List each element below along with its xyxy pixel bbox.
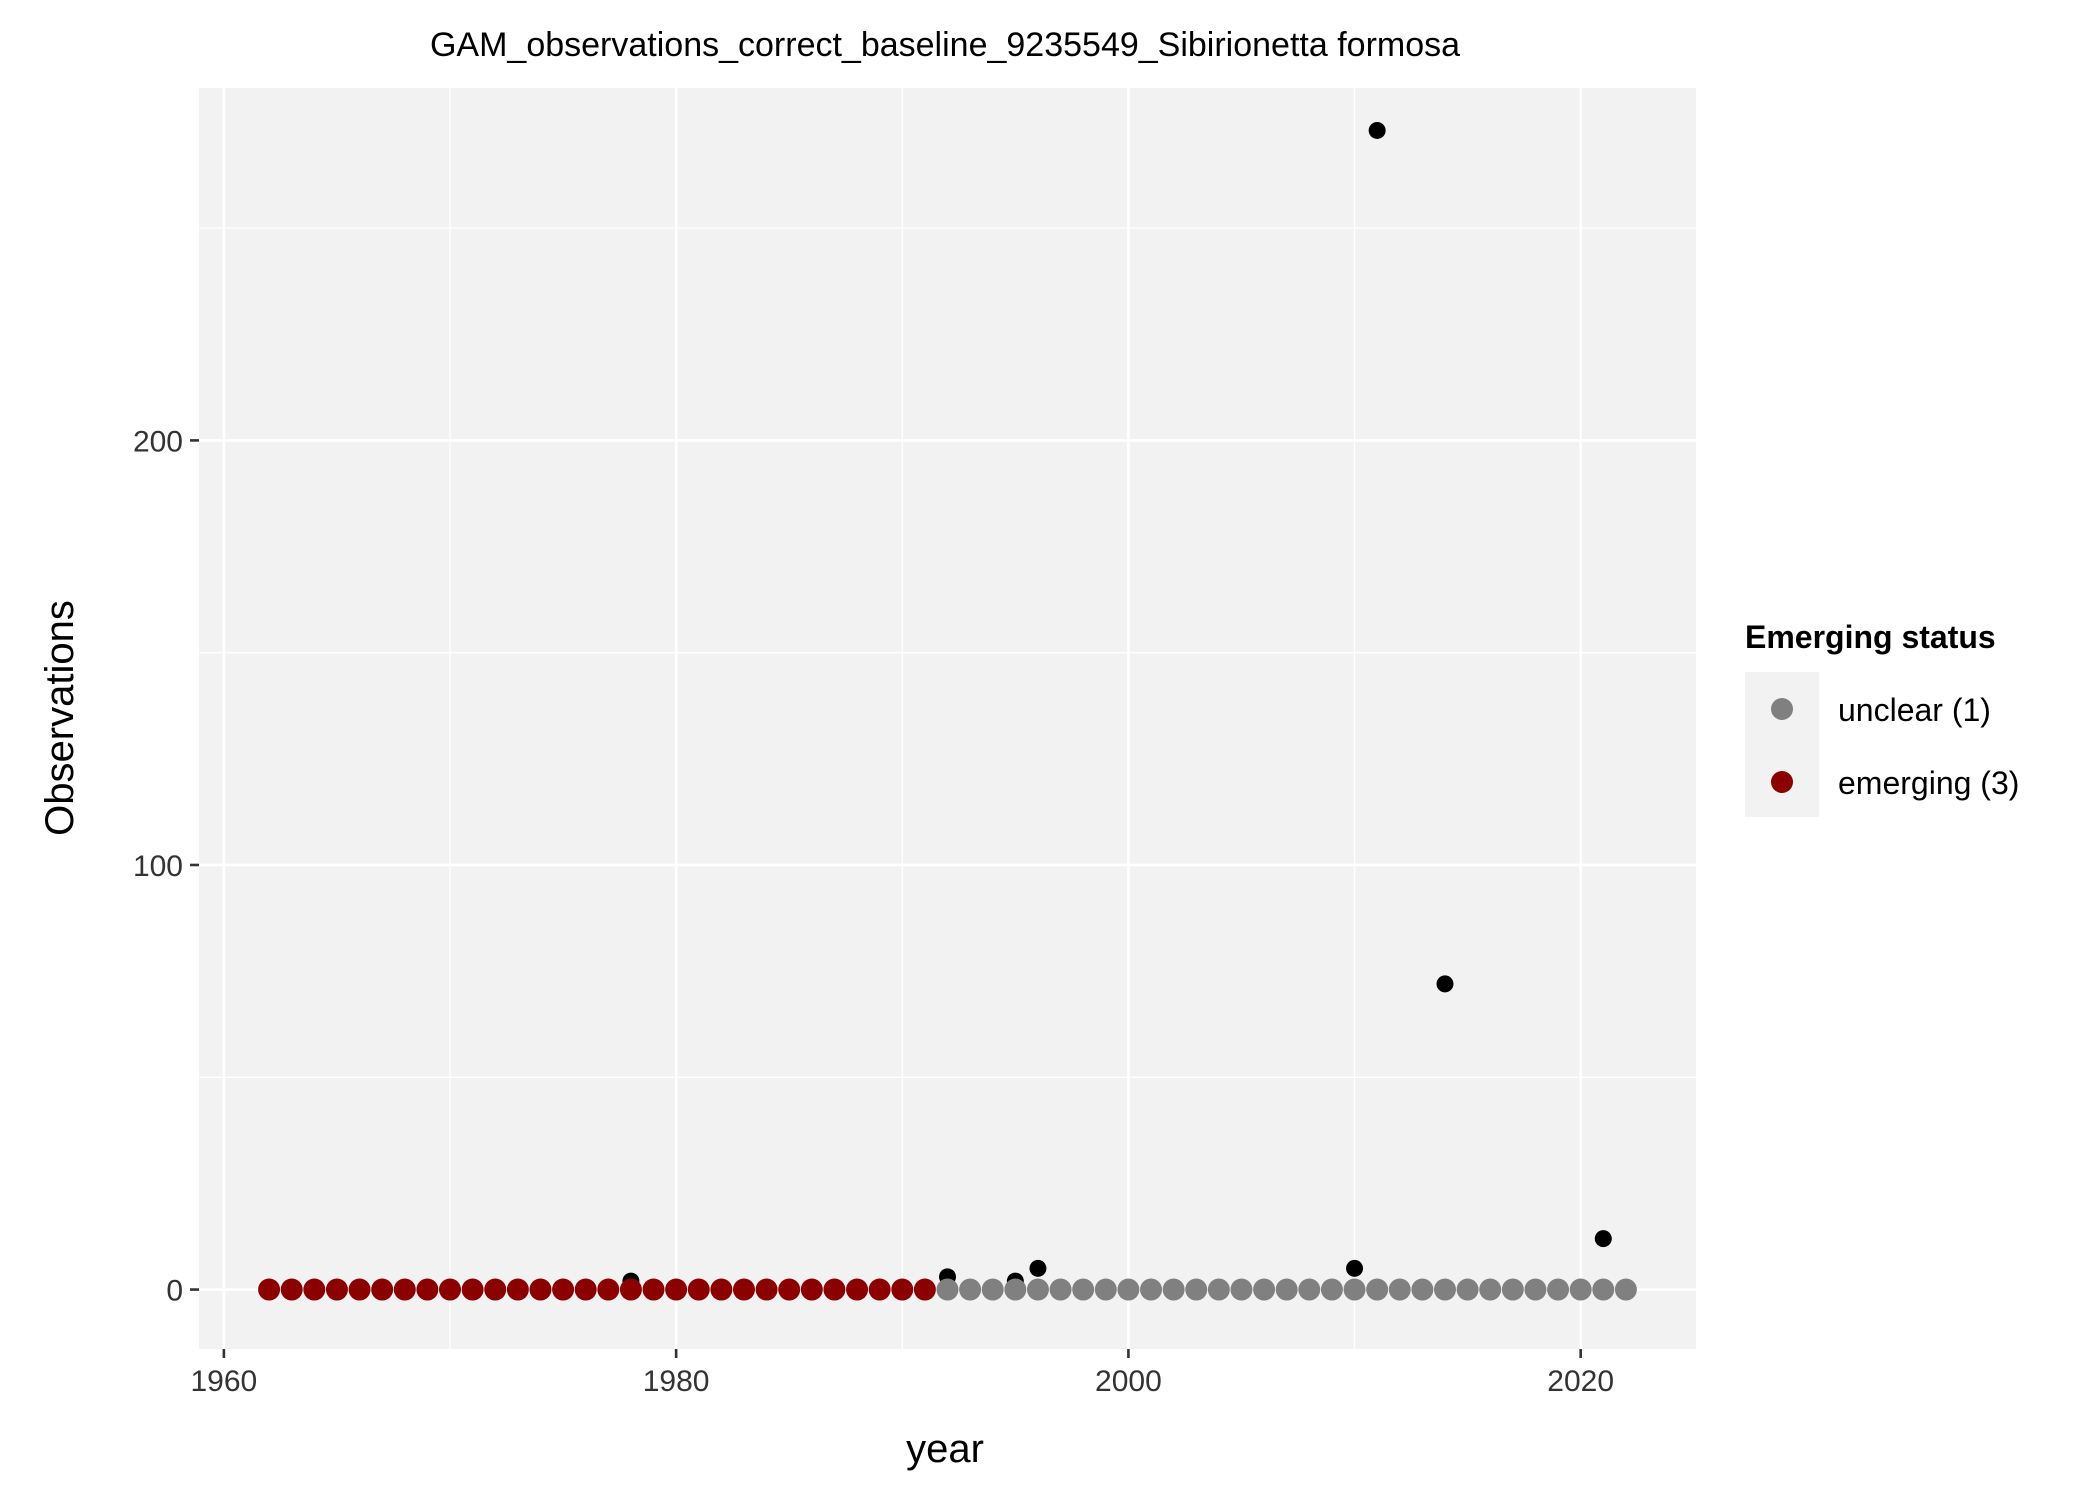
emerging-point xyxy=(348,1278,371,1301)
emerging-point xyxy=(800,1278,823,1301)
emerging-point xyxy=(846,1278,869,1301)
x-tick-label: 2000 xyxy=(1095,1365,1162,1398)
x-tick-label: 1980 xyxy=(643,1365,710,1398)
y-axis-title: Observations xyxy=(38,600,82,836)
y-tick-label: 100 xyxy=(133,850,183,883)
observed-point xyxy=(1368,121,1386,139)
unclear-point xyxy=(1592,1278,1615,1301)
axes: 1960 1980 2000 2020 0 100 200 xyxy=(133,425,1614,1398)
unclear-point xyxy=(1456,1278,1479,1301)
unclear-point xyxy=(1004,1278,1027,1301)
emerging-point xyxy=(461,1278,484,1301)
emerging-point xyxy=(642,1278,665,1301)
unclear-point xyxy=(1343,1278,1366,1301)
legend-key-unclear xyxy=(1771,698,1793,720)
legend-label-emerging: emerging (3) xyxy=(1838,765,2019,801)
emerging-point xyxy=(303,1278,326,1301)
x-axis-title: year xyxy=(906,1427,984,1471)
emerging-point xyxy=(325,1278,348,1301)
emerging-point xyxy=(484,1278,507,1301)
unclear-point xyxy=(1298,1278,1321,1301)
emerging-point xyxy=(687,1278,710,1301)
legend-keys-background xyxy=(1745,672,1819,817)
unclear-point xyxy=(1524,1278,1547,1301)
unclear-point xyxy=(1207,1278,1230,1301)
emerging-point xyxy=(913,1278,936,1301)
emerging-point xyxy=(868,1278,891,1301)
unclear-point xyxy=(1366,1278,1389,1301)
chart-title: GAM_observations_correct_baseline_923554… xyxy=(430,26,1460,64)
unclear-point xyxy=(1569,1278,1592,1301)
legend-key-emerging xyxy=(1771,771,1793,793)
unclear-point xyxy=(1230,1278,1253,1301)
unclear-point xyxy=(1411,1278,1434,1301)
observed-point xyxy=(1346,1259,1364,1277)
unclear-point xyxy=(1501,1278,1524,1301)
unclear-point xyxy=(1049,1278,1072,1301)
data-points xyxy=(258,121,1637,1301)
unclear-point xyxy=(1320,1278,1343,1301)
emerging-point xyxy=(416,1278,439,1301)
emerging-point xyxy=(506,1278,529,1301)
unclear-point xyxy=(1117,1278,1140,1301)
emerging-point xyxy=(552,1278,575,1301)
emerging-point xyxy=(371,1278,394,1301)
emerging-point xyxy=(823,1278,846,1301)
emerging-point xyxy=(619,1278,642,1301)
emerging-point xyxy=(280,1278,303,1301)
legend-label-unclear: unclear (1) xyxy=(1838,692,1991,728)
emerging-point xyxy=(258,1278,281,1301)
emerging-point xyxy=(755,1278,778,1301)
unclear-point xyxy=(1547,1278,1570,1301)
unclear-point xyxy=(1433,1278,1456,1301)
x-tick-label: 2020 xyxy=(1547,1365,1614,1398)
unclear-point xyxy=(981,1278,1004,1301)
unclear-point xyxy=(959,1278,982,1301)
emerging-point xyxy=(710,1278,733,1301)
unclear-point xyxy=(936,1278,959,1301)
observed-point xyxy=(1436,975,1454,993)
unclear-point xyxy=(1026,1278,1049,1301)
unclear-point xyxy=(1094,1278,1117,1301)
unclear-point xyxy=(1072,1278,1095,1301)
unclear-point xyxy=(1140,1278,1163,1301)
y-tick-label: 0 xyxy=(166,1275,183,1308)
emerging-point xyxy=(597,1278,620,1301)
emerging-point xyxy=(393,1278,416,1301)
y-tick-label: 200 xyxy=(133,425,183,458)
unclear-point xyxy=(1275,1278,1298,1301)
unclear-point xyxy=(1185,1278,1208,1301)
emerging-point xyxy=(574,1278,597,1301)
emerging-point xyxy=(732,1278,755,1301)
observed-point xyxy=(1594,1230,1612,1248)
unclear-point xyxy=(1479,1278,1502,1301)
plot-panel xyxy=(199,88,1696,1349)
unclear-point xyxy=(1253,1278,1276,1301)
emerging-point xyxy=(891,1278,914,1301)
unclear-point xyxy=(1388,1278,1411,1301)
observed-point xyxy=(1029,1259,1047,1277)
emerging-point xyxy=(529,1278,552,1301)
unclear-point xyxy=(1162,1278,1185,1301)
emerging-point xyxy=(778,1278,801,1301)
legend: Emerging status unclear (1) emerging (3) xyxy=(1745,619,2019,817)
x-tick-label: 1960 xyxy=(190,1365,257,1398)
unclear-point xyxy=(1614,1278,1637,1301)
emerging-point xyxy=(439,1278,462,1301)
emerging-point xyxy=(665,1278,688,1301)
legend-title: Emerging status xyxy=(1745,619,1996,655)
